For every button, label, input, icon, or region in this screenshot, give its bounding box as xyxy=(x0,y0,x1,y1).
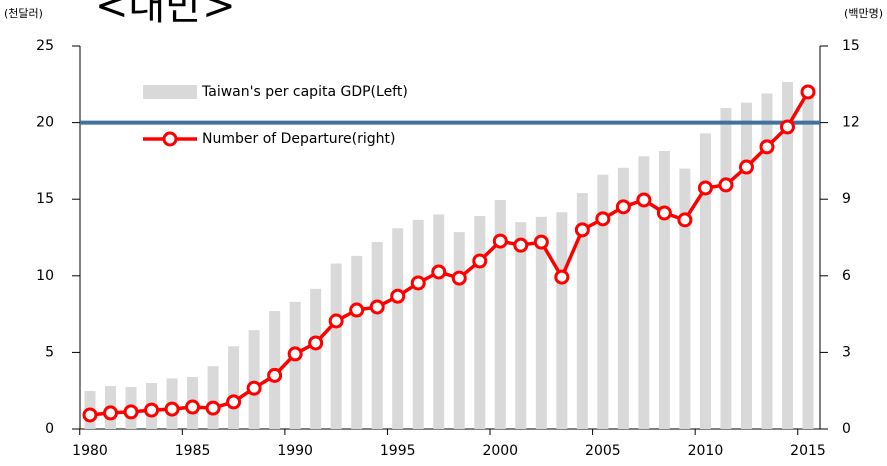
marker xyxy=(718,177,734,193)
bar xyxy=(802,87,814,429)
legend-label: Taiwan's per capita GDP(Left) xyxy=(201,84,408,100)
marker xyxy=(472,253,488,269)
bar xyxy=(781,82,793,429)
bar xyxy=(207,366,219,429)
y2-tick-label: 15 xyxy=(842,38,860,54)
y2-tick-label: 3 xyxy=(842,344,851,360)
marker xyxy=(164,401,180,417)
x-tick-label: 1990 xyxy=(277,443,313,459)
marker xyxy=(738,159,754,175)
y-tick-label: 25 xyxy=(36,38,54,54)
bar xyxy=(699,133,711,429)
bar xyxy=(658,150,670,429)
bar xyxy=(617,167,629,429)
marker xyxy=(636,192,652,208)
marker xyxy=(759,139,775,155)
marker xyxy=(554,269,570,285)
y-tick-label: 15 xyxy=(36,191,54,207)
marker xyxy=(226,394,242,410)
bar xyxy=(330,263,342,429)
marker xyxy=(82,407,98,423)
bar xyxy=(494,199,506,429)
marker xyxy=(533,234,549,250)
marker xyxy=(103,405,119,421)
legend-swatch xyxy=(143,85,197,99)
marker xyxy=(410,275,426,291)
marker xyxy=(205,400,221,416)
bar xyxy=(597,174,609,429)
marker xyxy=(595,211,611,227)
bar xyxy=(248,330,260,429)
y2-tick-label: 6 xyxy=(842,268,851,284)
marker xyxy=(697,180,713,196)
marker xyxy=(800,84,816,100)
marker xyxy=(677,212,693,228)
marker xyxy=(513,237,529,253)
bar xyxy=(310,288,322,429)
marker xyxy=(267,367,283,383)
marker xyxy=(451,270,467,286)
y2-tick-label: 9 xyxy=(842,191,851,207)
marker xyxy=(779,119,795,135)
legend-marker xyxy=(162,131,178,147)
bar xyxy=(433,214,445,429)
y-axis-label: (천달러) xyxy=(4,6,43,20)
marker xyxy=(431,264,447,280)
bar xyxy=(576,193,588,429)
marker xyxy=(246,380,262,396)
x-tick-label: 1980 xyxy=(72,443,108,459)
y-tick-label: 0 xyxy=(45,421,54,437)
y2-axis-label: (백만명) xyxy=(844,7,883,20)
bar xyxy=(720,108,732,430)
marker xyxy=(287,346,303,362)
bar xyxy=(289,301,301,429)
bar xyxy=(515,222,527,429)
bar xyxy=(740,102,752,430)
x-tick-label: 2000 xyxy=(482,443,518,459)
marker xyxy=(369,299,385,315)
x-tick-label: 2015 xyxy=(790,443,826,459)
y-tick-label: 5 xyxy=(45,344,54,360)
marker xyxy=(492,233,508,249)
x-tick-label: 2010 xyxy=(688,443,724,459)
x-tick-label: 2005 xyxy=(585,443,621,459)
bar xyxy=(351,255,363,429)
marker xyxy=(308,335,324,351)
marker xyxy=(349,302,365,318)
bar xyxy=(371,242,383,429)
marker xyxy=(390,288,406,304)
y2-tick-label: 0 xyxy=(842,421,851,437)
bar xyxy=(228,346,240,429)
marker xyxy=(328,313,344,329)
bar xyxy=(535,216,547,429)
bar xyxy=(474,216,486,429)
marker xyxy=(144,402,160,418)
marker xyxy=(185,399,201,415)
y-tick-label: 20 xyxy=(36,115,54,131)
marker xyxy=(656,205,672,221)
bar xyxy=(638,156,650,429)
marker xyxy=(574,222,590,238)
legend-label: Number of Departure(right) xyxy=(202,131,396,147)
x-tick-label: 1995 xyxy=(380,443,416,459)
marker xyxy=(123,404,139,420)
bar xyxy=(761,93,773,429)
bar xyxy=(556,212,568,429)
bar xyxy=(392,228,404,429)
y2-tick-label: 12 xyxy=(842,115,860,131)
marker xyxy=(615,199,631,215)
bar xyxy=(679,168,691,429)
y-tick-label: 10 xyxy=(36,268,54,284)
x-tick-label: 1985 xyxy=(175,443,211,459)
chart-title: <대만> xyxy=(95,0,236,29)
bar xyxy=(453,232,465,429)
bar xyxy=(412,219,424,429)
